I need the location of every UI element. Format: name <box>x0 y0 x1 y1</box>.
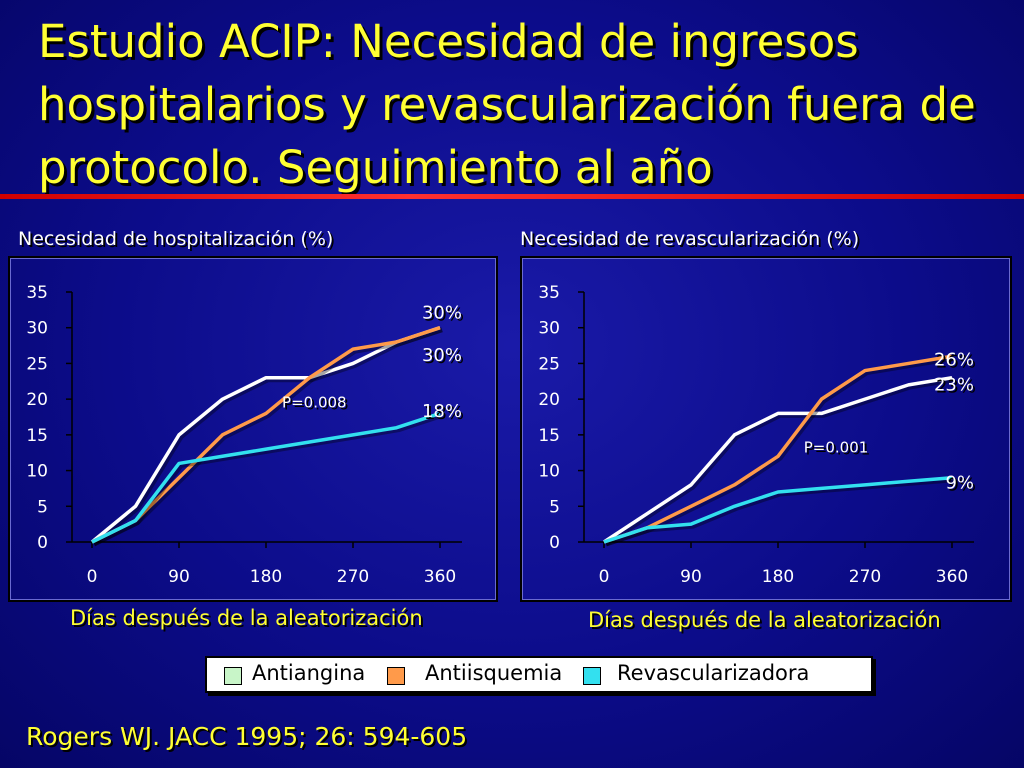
legend-label-revascularizadora: Revascularizadora <box>617 661 810 685</box>
legend: Antiangina Antiisquemia Revascularizador… <box>205 656 873 693</box>
y-tick-label: 0 <box>549 533 560 553</box>
series-line-antiisquemia <box>603 354 953 544</box>
series-line-antiangina <box>603 375 953 544</box>
annotation-shadow: 18% <box>424 403 464 424</box>
citation: Rogers WJ. JACC 1995; 26: 594-605 <box>26 722 468 751</box>
x-tick-label: 360 <box>936 567 968 587</box>
annotation-shadow: 9% <box>947 474 976 495</box>
chart-revascularization: 0 5 10 15 20 25 30 35 0 90 180 270 360 26% 26% 23% 23% 9%… <box>520 256 1012 602</box>
annotation-shadow: P=0.001 <box>806 441 871 459</box>
annotation-label: 9% <box>945 472 974 493</box>
y-tick-label: 10 <box>26 462 48 482</box>
series-line-revascularizadora <box>91 411 441 544</box>
y-tick-label: 5 <box>37 497 48 517</box>
annotation-label: 18% <box>422 401 462 422</box>
annotation-label: P=0.001 <box>804 439 869 457</box>
x-tick-label: 0 <box>87 567 98 587</box>
legend-swatch-antiisquemia <box>387 667 405 685</box>
slide-title: Estudio ACIP: Necesidad de ingresos hosp… <box>38 15 976 194</box>
x-tick-label: 270 <box>337 567 369 587</box>
annotation-label: P=0.008 <box>282 394 347 412</box>
legend-swatch-antiangina <box>224 667 242 685</box>
series-line-revascularizadora <box>603 475 953 544</box>
chart-heading-hospitalization: Necesidad de hospitalización (%) <box>18 228 334 250</box>
annotation-shadow: 23% <box>936 376 976 397</box>
y-tick-label: 15 <box>538 426 560 446</box>
series-shadow-antiangina <box>604 377 955 547</box>
title-rule <box>0 194 1024 199</box>
x-tick-label: 360 <box>424 567 456 587</box>
y-tick-label: 35 <box>538 283 560 303</box>
series-shadow-antiangina <box>92 327 443 546</box>
y-tick-label: 10 <box>538 462 560 482</box>
y-tick-label: 35 <box>26 283 48 303</box>
legend-label-antiisquemia: Antiisquemia <box>425 661 563 685</box>
x-tick-label: 0 <box>599 567 610 587</box>
annotation-label: 30% <box>422 345 462 366</box>
y-tick-label: 20 <box>538 390 560 410</box>
annotation-label: 23% <box>934 374 974 395</box>
annotation-shadow: P=0.008 <box>284 396 349 414</box>
legend-label-antiangina: Antiangina <box>252 661 366 685</box>
x-tick-label: 180 <box>762 567 794 587</box>
y-tick-label: 30 <box>538 319 560 339</box>
y-tick-label: 30 <box>26 319 48 339</box>
annotation-shadow: 30% <box>424 304 464 325</box>
series-shadow-antiisquemia <box>605 355 955 547</box>
y-tick-label: 20 <box>26 390 48 410</box>
y-tick-label: 0 <box>37 533 48 553</box>
series-shadow-revascularizadora <box>92 413 443 547</box>
annotation-label: 30% <box>422 302 462 323</box>
x-axis-label-revascularization: Días después de la aleatorización <box>588 608 941 632</box>
y-tick-label: 5 <box>549 497 560 517</box>
chart-heading-revascularization: Necesidad de revascularización (%) <box>520 228 860 250</box>
series-shadow-revascularizadora <box>605 477 955 547</box>
annotation-label: 26% <box>934 349 974 370</box>
x-tick-label: 90 <box>680 567 702 587</box>
y-tick-label: 25 <box>26 354 48 374</box>
x-axis-label-hospitalization: Días después de la aleatorización <box>70 606 423 630</box>
annotation-shadow: 26% <box>936 351 976 372</box>
x-tick-label: 90 <box>168 567 190 587</box>
series-line-antiangina <box>90 326 441 544</box>
series-shadow-antiisquemia <box>92 327 443 547</box>
series-line-antiisquemia <box>91 326 441 544</box>
annotation-shadow: 30% <box>424 347 464 368</box>
y-tick-label: 15 <box>26 426 48 446</box>
x-tick-label: 270 <box>849 567 881 587</box>
x-tick-label: 180 <box>250 567 282 587</box>
legend-swatch-revascularizadora <box>583 667 601 685</box>
chart-hospitalization: 0 5 10 15 20 25 30 35 0 90 180 270 360 30% 30% 30% 30% 18… <box>8 256 498 602</box>
y-tick-label: 25 <box>538 354 560 374</box>
